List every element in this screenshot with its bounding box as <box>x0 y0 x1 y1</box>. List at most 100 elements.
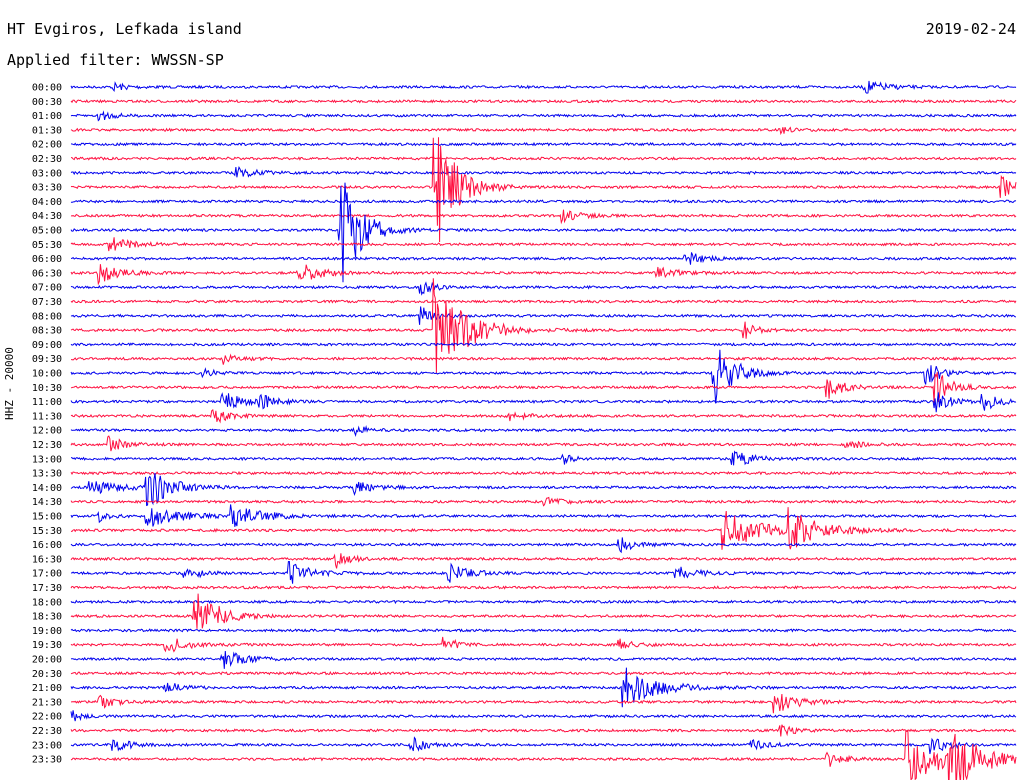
seismic-trace <box>70 472 1017 507</box>
time-tick-label: 18:30 <box>32 612 62 623</box>
seismic-trace <box>70 470 1017 476</box>
time-tick-label: 13:00 <box>32 454 62 465</box>
seismic-trace <box>70 110 1017 122</box>
seismic-trace <box>70 450 1017 466</box>
seismic-trace <box>70 593 1017 629</box>
seismic-trace <box>71 693 1017 714</box>
seismic-trace <box>70 299 1017 304</box>
time-tick-label: 06:00 <box>32 254 62 265</box>
time-tick-label: 08:00 <box>32 311 62 322</box>
time-tick-label: 22:00 <box>32 712 62 723</box>
time-tick-label: 19:00 <box>32 626 62 637</box>
record-date: 2019-02-24 <box>925 20 1016 38</box>
time-tick-label: 02:00 <box>32 140 62 151</box>
seismic-trace <box>70 371 1017 404</box>
seismic-trace <box>70 141 1017 147</box>
seismic-trace <box>70 199 1017 204</box>
seismic-trace <box>71 252 1017 265</box>
time-tick-label: 15:30 <box>32 526 62 537</box>
time-tick-label: 04:30 <box>32 211 62 222</box>
time-tick-label: 07:00 <box>32 283 62 294</box>
seismic-trace <box>70 636 1017 653</box>
seismic-trace <box>70 349 1017 404</box>
time-tick-label: 19:30 <box>32 640 62 651</box>
time-tick-label: 10:00 <box>32 369 62 380</box>
time-tick-label: 17:00 <box>32 569 62 580</box>
time-tick-label: 05:00 <box>32 226 62 237</box>
time-tick-label: 09:30 <box>32 354 62 365</box>
time-tick-label: 11:30 <box>32 411 62 422</box>
time-tick-label: 00:30 <box>32 97 62 108</box>
tick-label-layer: 00:00 00:30 01:00 01:30 02:00 02:30 03:00 03:30… <box>32 83 62 766</box>
time-tick-label: 03:30 <box>32 183 62 194</box>
seismic-trace <box>70 126 1017 136</box>
time-tick-label: 09:00 <box>32 340 62 351</box>
seismic-trace <box>70 650 1017 669</box>
time-tick-label: 23:30 <box>32 755 62 766</box>
seismic-trace <box>70 80 1017 94</box>
seismic-trace <box>70 392 1017 413</box>
filter-label: Applied filter: WWSSN-SP <box>7 51 224 69</box>
seismic-trace <box>70 342 1017 347</box>
seismic-trace <box>70 496 1017 507</box>
time-tick-label: 12:00 <box>32 426 62 437</box>
seismic-trace <box>70 710 1017 722</box>
seismic-trace <box>70 435 1017 452</box>
time-tick-label: 15:00 <box>32 512 62 523</box>
seismic-trace <box>70 165 1017 178</box>
time-tick-label: 14:30 <box>32 497 62 508</box>
seismic-trace <box>70 730 1017 780</box>
seismic-trace <box>70 98 1017 104</box>
time-tick-label: 21:00 <box>32 683 62 694</box>
time-tick-label: 13:30 <box>32 469 62 480</box>
time-tick-label: 05:30 <box>32 240 62 251</box>
time-tick-label: 00:00 <box>32 83 62 94</box>
time-tick-label: 02:30 <box>32 154 62 165</box>
time-tick-label: 12:30 <box>32 440 62 451</box>
time-tick-label: 23:00 <box>32 740 62 751</box>
seismic-trace <box>70 667 1017 708</box>
time-tick-label: 21:30 <box>32 697 62 708</box>
seismic-trace <box>70 408 1017 424</box>
time-tick-label: 07:30 <box>32 297 62 308</box>
seismic-trace <box>70 182 1017 283</box>
time-tick-label: 16:30 <box>32 554 62 565</box>
seismic-trace <box>70 736 1017 755</box>
record-title: HT Evgiros, Lefkada island <box>7 20 242 38</box>
time-tick-label: 14:00 <box>32 483 62 494</box>
time-tick-label: 17:30 <box>32 583 62 594</box>
time-tick-label: 01:30 <box>32 125 62 136</box>
seismic-trace <box>70 507 1017 550</box>
time-tick-label: 06:30 <box>32 268 62 279</box>
time-tick-label: 04:00 <box>32 197 62 208</box>
time-tick-label: 20:30 <box>32 669 62 680</box>
time-tick-label: 22:30 <box>32 726 62 737</box>
seismic-trace <box>70 209 1017 225</box>
trace-layer <box>70 80 1017 780</box>
seismic-trace <box>70 281 1017 296</box>
seismic-trace <box>70 504 1017 527</box>
time-tick-label: 03:00 <box>32 168 62 179</box>
seismic-trace <box>70 724 1017 737</box>
time-tick-label: 11:00 <box>32 397 62 408</box>
seismic-trace <box>70 278 1017 373</box>
seismic-trace <box>70 306 1017 325</box>
seismic-trace <box>70 599 1017 605</box>
time-tick-label: 01:00 <box>32 111 62 122</box>
seismic-trace <box>70 670 1017 676</box>
seismic-trace <box>71 156 1017 161</box>
seismic-trace <box>70 137 1017 243</box>
time-tick-label: 16:00 <box>32 540 62 551</box>
seismic-trace <box>70 237 1017 252</box>
seismic-trace <box>70 628 1017 633</box>
seismic-trace <box>70 553 1017 569</box>
seismic-trace <box>71 353 1017 365</box>
seismic-trace <box>70 560 1017 584</box>
seismic-trace <box>70 537 1017 554</box>
seismic-trace <box>70 424 1017 437</box>
seismic-trace <box>70 264 1017 286</box>
seismic-trace <box>70 585 1017 590</box>
time-tick-label: 10:30 <box>32 383 62 394</box>
time-tick-label: 18:00 <box>32 597 62 608</box>
